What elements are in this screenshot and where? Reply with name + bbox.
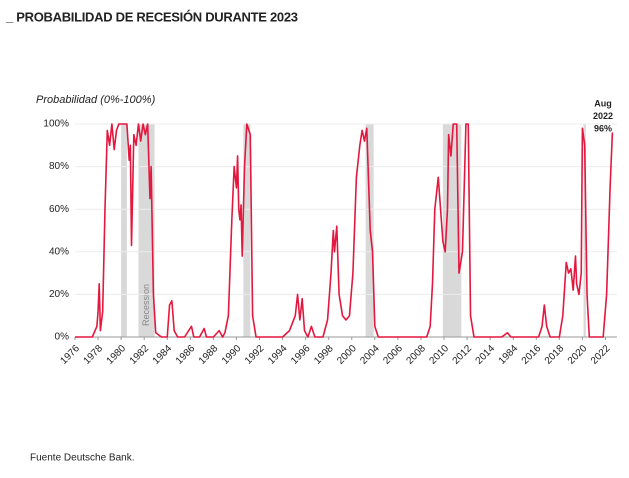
- x-tick-label: 2016: [520, 343, 544, 367]
- annotation: 96%: [594, 123, 612, 133]
- y-axis-label: Probabilidad (0%-100%): [36, 94, 156, 106]
- x-tick-label: 1996: [289, 343, 313, 367]
- x-tick-label: 2008: [404, 343, 428, 367]
- x-tick-label: 2006: [381, 343, 405, 367]
- x-tick-label: 2018: [543, 343, 567, 367]
- x-tick-label: 1982: [128, 343, 152, 367]
- x-tick-label: 2010: [427, 343, 451, 367]
- x-tick-label: 1986: [174, 343, 198, 367]
- x-tick-label: 2000: [335, 343, 359, 367]
- x-tick-label: 2012: [451, 343, 475, 367]
- annotation: 2022: [593, 111, 613, 121]
- data-line: [75, 123, 614, 338]
- x-tick-label: 1994: [266, 343, 290, 367]
- x-tick-label: 2004: [358, 343, 382, 367]
- x-tick-label: 1984: [497, 343, 521, 367]
- source: Fuente Deutsche Bank.: [30, 453, 135, 464]
- x-tick-label: 1998: [312, 343, 336, 367]
- x-tick-label: 1992: [243, 343, 267, 367]
- y-tick-label: 0%: [55, 332, 70, 343]
- x-tick-label: 1978: [82, 343, 106, 367]
- y-tick-label: 100%: [43, 119, 69, 130]
- x-tick-label: 2022: [589, 343, 613, 367]
- y-tick-label: 60%: [49, 204, 69, 215]
- recession-label: Recession: [141, 284, 151, 326]
- recession-band: [583, 124, 586, 337]
- y-tick-label: 40%: [49, 246, 69, 257]
- chart-title: _ PROBABILIDAD DE RECESIÓN DURANTE 2023: [5, 9, 298, 24]
- x-tick-label: 1988: [197, 343, 221, 367]
- y-tick-label: 80%: [49, 161, 69, 172]
- x-tick-label: 2014: [474, 343, 498, 367]
- x-tick-label: 1990: [220, 343, 244, 367]
- x-tick-label: 1984: [151, 343, 175, 367]
- x-tick-label: 1980: [105, 343, 129, 367]
- x-tick-label: 2020: [566, 343, 590, 367]
- y-tick-label: 20%: [49, 289, 69, 300]
- recession-band: [243, 124, 251, 337]
- recession-band: [121, 124, 127, 337]
- annotation: Aug: [594, 98, 612, 108]
- x-tick-label: 1976: [58, 343, 82, 367]
